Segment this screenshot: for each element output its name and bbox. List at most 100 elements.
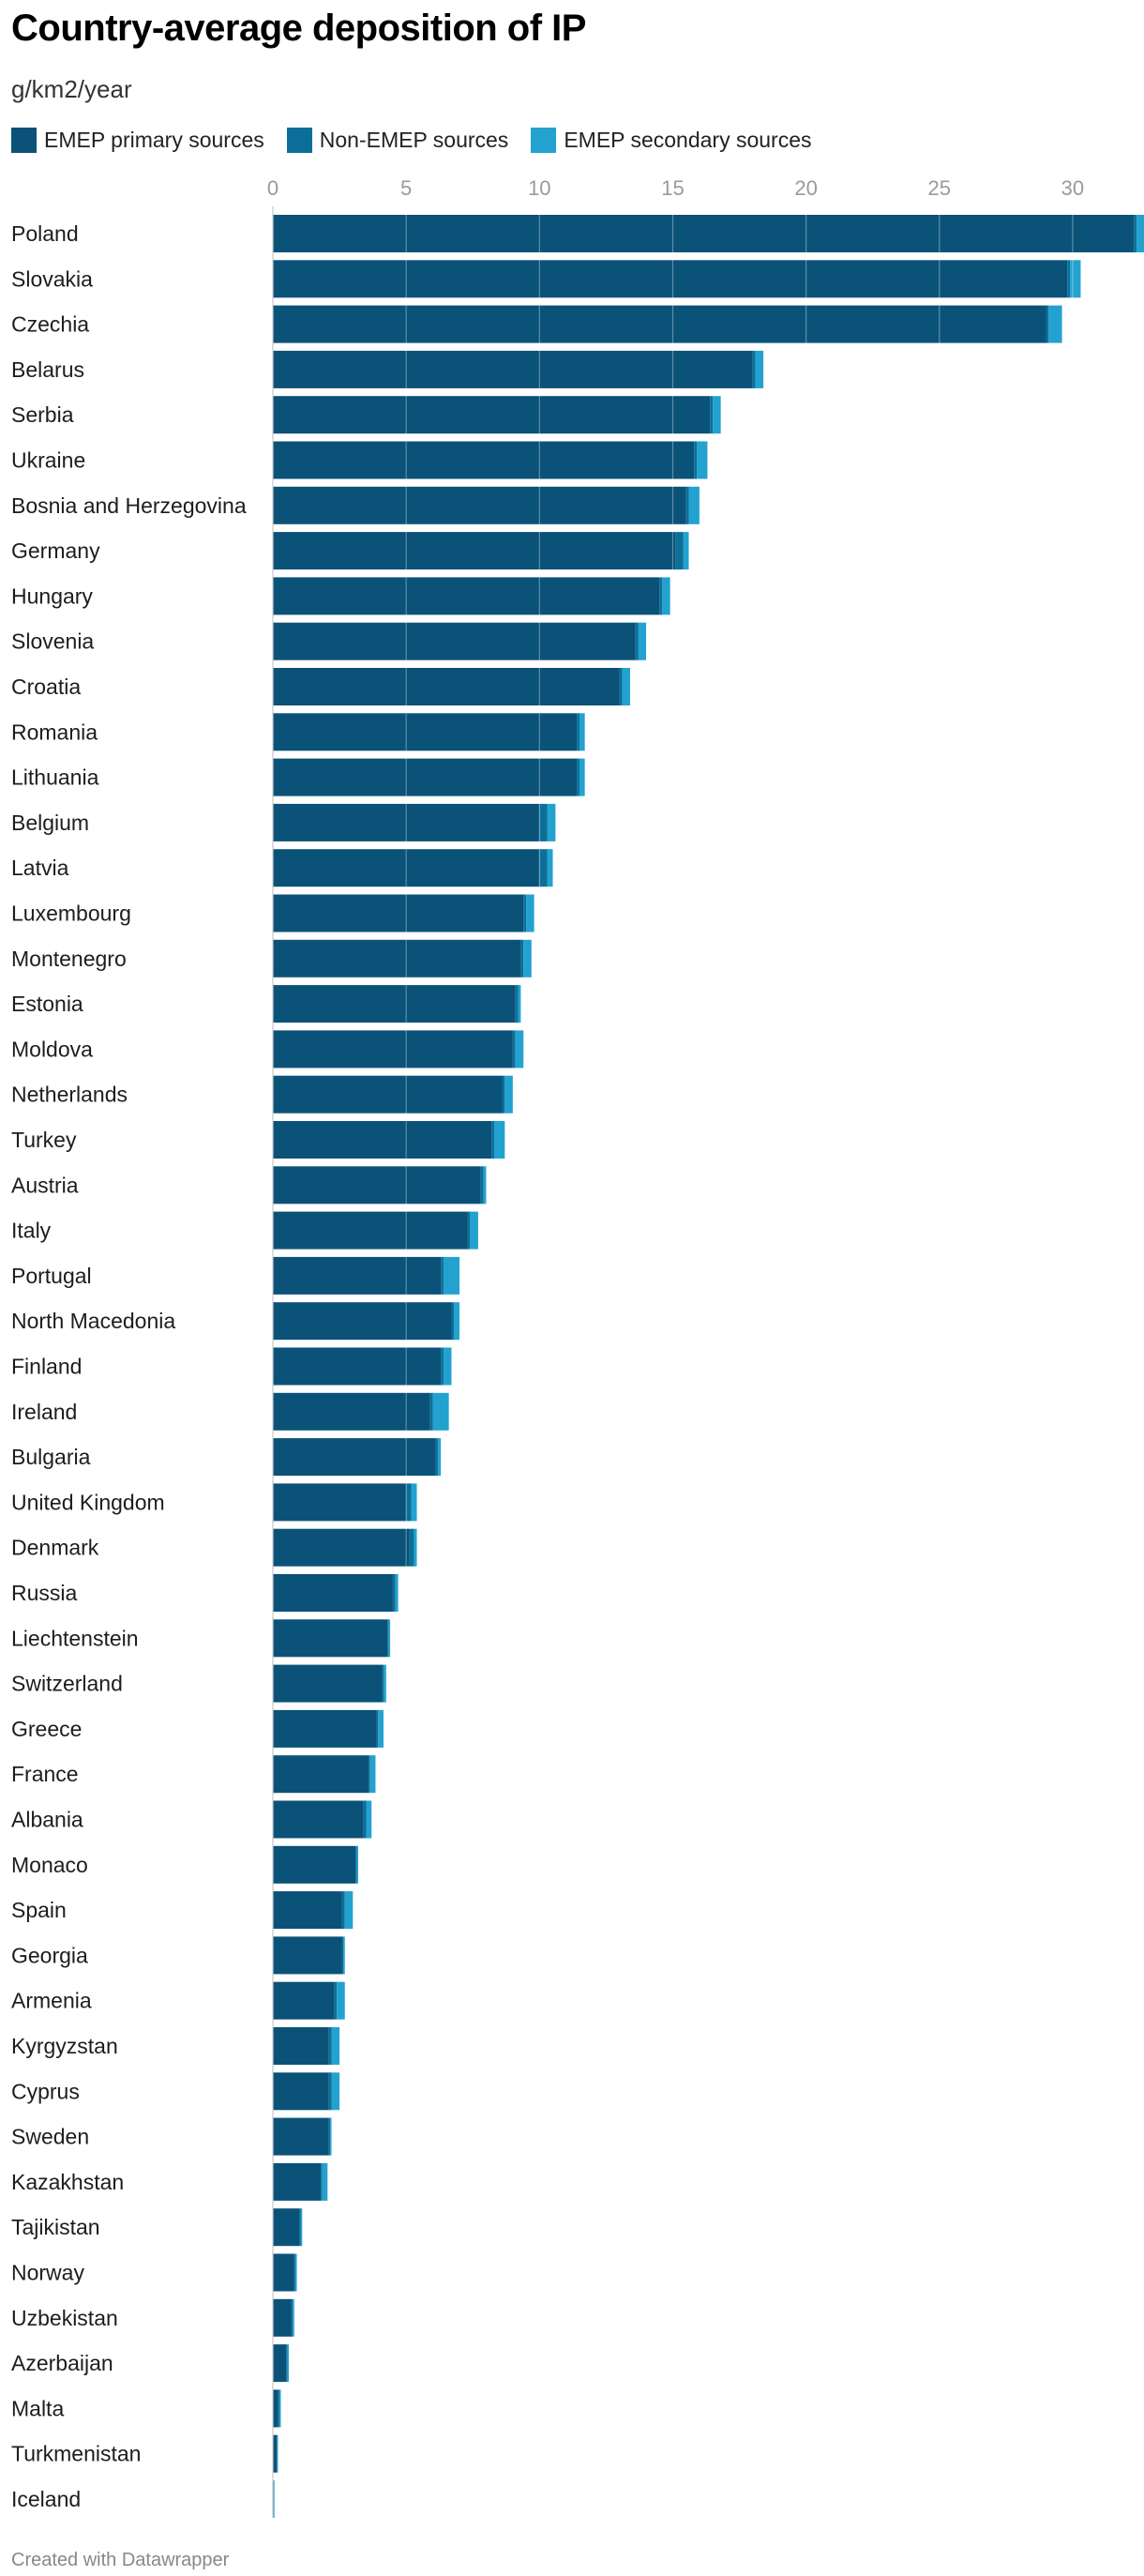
bar-segment: [273, 1030, 513, 1068]
bar-segment: [515, 985, 519, 1023]
bar-segment: [291, 2298, 294, 2337]
bar-segment: [273, 1438, 436, 1477]
bar-segment: [273, 1800, 364, 1839]
category-label: Poland: [11, 221, 79, 246]
bar-segment: [273, 713, 578, 751]
category-label: Kazakhstan: [11, 2170, 124, 2194]
category-label: Azerbaijan: [11, 2351, 113, 2375]
bar-segment: [1048, 305, 1062, 343]
bar-segment: [273, 396, 711, 434]
bar-segment: [694, 441, 698, 479]
bar-segment: [406, 1483, 412, 1522]
bar-segment: [441, 1347, 444, 1386]
bar-segment: [363, 1800, 367, 1839]
bar-segment: [697, 441, 708, 479]
category-label: Kyrgyzstan: [11, 2034, 118, 2058]
bar-segment: [341, 1936, 344, 1975]
category-label: United Kingdom: [11, 1490, 165, 1514]
legend-swatch-secondary: [531, 128, 557, 153]
bar-segment: [539, 803, 548, 841]
bar-segment: [523, 939, 532, 977]
bar-segment: [273, 532, 676, 570]
bar-segment: [273, 849, 540, 887]
bar-segment: [547, 849, 553, 887]
category-label: Italy: [11, 1219, 52, 1243]
x-tick-label: 5: [400, 176, 412, 200]
legend-label-non-emep: Non-EMEP sources: [319, 128, 509, 152]
bar-segment: [273, 2072, 329, 2111]
category-label: Latvia: [11, 856, 69, 880]
legend-item-secondary: EMEP secondary sources: [531, 128, 812, 153]
bar-segment: [710, 396, 714, 434]
bar-segment: [429, 1392, 433, 1431]
category-label: Bulgaria: [11, 1445, 91, 1469]
bar-segment: [273, 260, 1068, 298]
bar-segment: [273, 1891, 342, 1930]
category-label: Czechia: [11, 312, 89, 337]
bar-segment: [273, 1075, 503, 1114]
bar-segment: [662, 577, 670, 615]
bar-segment: [502, 1075, 505, 1114]
category-label: Malta: [11, 2396, 64, 2420]
category-label: Uzbekistan: [11, 2306, 118, 2330]
bar-segment: [322, 2162, 328, 2201]
category-label: Netherlands: [11, 1083, 128, 1107]
bar-segment: [287, 2344, 290, 2383]
bar-segment: [273, 2434, 278, 2473]
bar-segment: [295, 2253, 297, 2292]
x-tick-label: 20: [794, 176, 817, 200]
bar-segment: [273, 1166, 481, 1205]
bar-segment: [713, 396, 721, 434]
bar-segment: [273, 2389, 278, 2428]
bar-segment: [675, 532, 684, 570]
legend-item-primary: EMEP primary sources: [11, 128, 264, 153]
bar-segment: [273, 1528, 409, 1567]
category-label: Georgia: [11, 1943, 88, 1967]
bar-segment: [635, 622, 639, 660]
bar-segment: [273, 2117, 329, 2156]
bar-segment: [299, 2208, 301, 2247]
category-label: Belgium: [11, 811, 89, 835]
bar-segment: [1136, 215, 1144, 252]
legend-item-non-emep: Non-EMEP sources: [286, 128, 509, 153]
chart-subtitle: g/km2/year: [11, 75, 132, 103]
bar-segment: [273, 215, 1135, 252]
bar-segment: [414, 1528, 417, 1567]
category-label: Slovenia: [11, 629, 94, 654]
bar-segment: [328, 2117, 331, 2156]
bar-segment: [273, 350, 753, 388]
category-label: France: [11, 1762, 79, 1786]
bar-segment: [579, 758, 585, 796]
bar-segment: [526, 894, 534, 932]
category-label: Tajikistan: [11, 2215, 100, 2239]
category-label: Turkey: [11, 1128, 77, 1152]
bar-segment: [378, 1709, 384, 1748]
bar-segment: [273, 1664, 383, 1703]
bar-segment: [273, 1709, 377, 1748]
bar-segment: [1067, 260, 1071, 298]
bar-segment: [273, 1936, 342, 1975]
bar-segment: [279, 2389, 281, 2428]
bar-segment: [273, 2027, 329, 2065]
category-label: Hungary: [11, 583, 93, 608]
bar-segment: [273, 305, 1046, 343]
bar-segment: [547, 803, 556, 841]
bar-segment: [432, 1392, 449, 1431]
bar-segment: [523, 894, 527, 932]
category-label: Bosnia and Herzegovina: [11, 493, 247, 518]
bar-segment: [273, 441, 695, 479]
bar-segment: [321, 2162, 323, 2201]
bar-segment: [491, 1121, 494, 1159]
bar-segment: [273, 577, 660, 615]
bar-segment: [520, 939, 524, 977]
bar-segment: [273, 2344, 287, 2383]
bar-segment: [376, 1709, 379, 1748]
category-label: Spain: [11, 1898, 67, 1922]
x-tick-label: 10: [528, 176, 550, 200]
bar-segment: [659, 577, 663, 615]
bar-segment: [504, 1075, 513, 1114]
bar-segment: [331, 2027, 340, 2065]
bar-segment: [273, 1981, 335, 2020]
legend-label-secondary: EMEP secondary sources: [564, 128, 812, 152]
category-label: Iceland: [11, 2487, 81, 2511]
